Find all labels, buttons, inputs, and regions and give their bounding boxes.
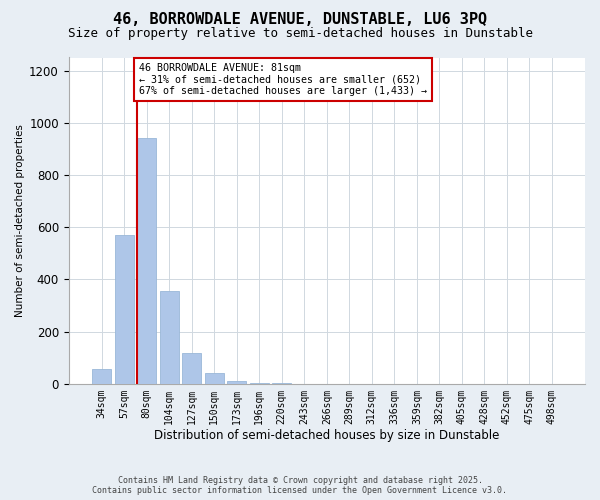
Text: 46, BORROWDALE AVENUE, DUNSTABLE, LU6 3PQ: 46, BORROWDALE AVENUE, DUNSTABLE, LU6 3P…	[113, 12, 487, 28]
Bar	[92, 369, 111, 384]
X-axis label: Distribution of semi-detached houses by size in Dunstable: Distribution of semi-detached houses by …	[154, 430, 500, 442]
Bar	[250, 383, 269, 384]
Bar	[227, 381, 247, 384]
Text: 46 BORROWDALE AVENUE: 81sqm
← 31% of semi-detached houses are smaller (652)
67% : 46 BORROWDALE AVENUE: 81sqm ← 31% of sem…	[139, 62, 427, 96]
Bar	[160, 291, 179, 384]
Text: Size of property relative to semi-detached houses in Dunstable: Size of property relative to semi-detach…	[67, 28, 533, 40]
Text: Contains HM Land Registry data © Crown copyright and database right 2025.
Contai: Contains HM Land Registry data © Crown c…	[92, 476, 508, 495]
Bar	[137, 138, 156, 384]
Bar	[182, 352, 202, 384]
Bar	[115, 235, 134, 384]
Y-axis label: Number of semi-detached properties: Number of semi-detached properties	[15, 124, 25, 317]
Bar	[205, 374, 224, 384]
